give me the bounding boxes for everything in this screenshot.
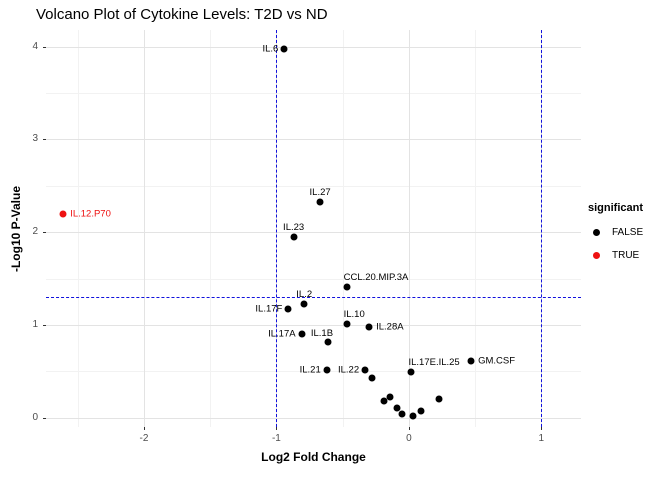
x-minor-gridline (210, 30, 212, 427)
y-tick-label: 2 (32, 226, 38, 238)
x-axis-tick (408, 427, 410, 430)
threshold-hline (46, 297, 581, 299)
y-tick-label: 3 (32, 133, 38, 145)
data-point-IL.1B (324, 338, 332, 346)
point-label: IL.2 (296, 288, 313, 300)
x-axis-tick (541, 427, 543, 430)
data-point-IL.12.P70 (59, 210, 67, 218)
plot-panel: IL.6 IL.12.P70 IL.27 IL.23 CCL.20.MIP.3A IL.2… (46, 30, 581, 427)
x-minor-gridline (475, 30, 477, 427)
data-point-IL.17F (284, 305, 292, 313)
point-label: IL.12.P70 (70, 208, 111, 220)
point-label: IL.21 (299, 364, 321, 376)
y-axis-tick (43, 139, 46, 141)
legend-point-icon (593, 229, 600, 236)
y-tick-label: 1 (32, 318, 38, 330)
legend: significant FALSE TRUE (588, 202, 643, 270)
data-point-IL.6 (280, 45, 288, 53)
x-axis-tick (143, 427, 145, 430)
x-tick-label: 1 (538, 433, 545, 444)
x-tick-label: -2 (139, 433, 149, 444)
x-axis-title: Log2 Fold Change (261, 450, 366, 464)
data-point-IL.17E.IL.25 (407, 368, 415, 376)
data-point-IL.21 (323, 366, 331, 374)
threshold-vline (276, 30, 278, 427)
y-axis-tick (43, 324, 46, 326)
point-label: CCL.20.MIP.3A (343, 271, 409, 283)
y-major-gridline (46, 139, 581, 141)
legend-key (588, 247, 605, 264)
data-point (386, 393, 394, 401)
legend-key (588, 224, 605, 241)
y-minor-gridline (46, 278, 581, 280)
y-major-gridline (46, 417, 581, 419)
data-point-IL.10 (343, 320, 351, 328)
legend-point-icon (593, 252, 600, 259)
legend-entry-false: FALSE (588, 224, 643, 241)
y-minor-gridline (46, 185, 581, 187)
point-label: IL.28A (376, 321, 404, 333)
data-point (368, 374, 376, 382)
x-tick-label: -1 (271, 433, 281, 444)
data-point-IL.17A (298, 330, 306, 338)
x-axis-tick (276, 427, 278, 430)
x-major-gridline (143, 30, 145, 427)
legend-entry-true: TRUE (588, 247, 643, 264)
data-point-GM.CSF (467, 357, 475, 365)
point-label: IL.27 (309, 186, 331, 198)
data-point (393, 404, 401, 412)
data-point-IL.23 (290, 233, 298, 241)
point-label: GM.CSF (478, 355, 516, 367)
x-tick-label: 0 (406, 433, 412, 444)
point-label: IL.6 (262, 43, 279, 55)
data-point-CCL.20.MIP.3A (343, 283, 351, 291)
data-point-IL.22 (361, 366, 369, 374)
data-point (417, 407, 425, 415)
data-point (435, 395, 443, 403)
y-axis-tick (43, 232, 46, 234)
point-label: IL.22 (338, 364, 360, 376)
y-axis-tick (43, 417, 46, 419)
point-label: IL.10 (343, 309, 365, 321)
data-point-IL.28A (365, 323, 373, 331)
plot-title: Volcano Plot of Cytokine Levels: T2D vs … (36, 6, 328, 23)
legend-label: TRUE (612, 250, 640, 261)
y-major-gridline (46, 324, 581, 326)
y-major-gridline (46, 232, 581, 234)
x-minor-gridline (77, 30, 79, 427)
legend-title: significant (588, 202, 644, 214)
y-axis-tick (43, 46, 46, 48)
data-point-IL.2 (300, 300, 308, 308)
data-point-IL.27 (316, 198, 324, 206)
y-major-gridline (46, 46, 581, 48)
y-tick-label: 4 (32, 40, 38, 52)
point-label: IL.17F (255, 303, 283, 315)
y-tick-label: 0 (32, 411, 38, 423)
point-label: IL.23 (283, 221, 305, 233)
threshold-vline (541, 30, 543, 427)
legend-label: FALSE (612, 227, 644, 238)
y-minor-gridline (46, 93, 581, 95)
point-label: IL.1B (310, 327, 334, 339)
point-label: IL.17A (268, 328, 296, 340)
y-minor-gridline (46, 371, 581, 373)
point-label: IL.17E.IL.25 (408, 357, 460, 369)
x-major-gridline (408, 30, 410, 427)
x-minor-gridline (342, 30, 344, 427)
data-point (398, 410, 406, 418)
data-point (409, 412, 417, 420)
data-point (380, 397, 388, 405)
